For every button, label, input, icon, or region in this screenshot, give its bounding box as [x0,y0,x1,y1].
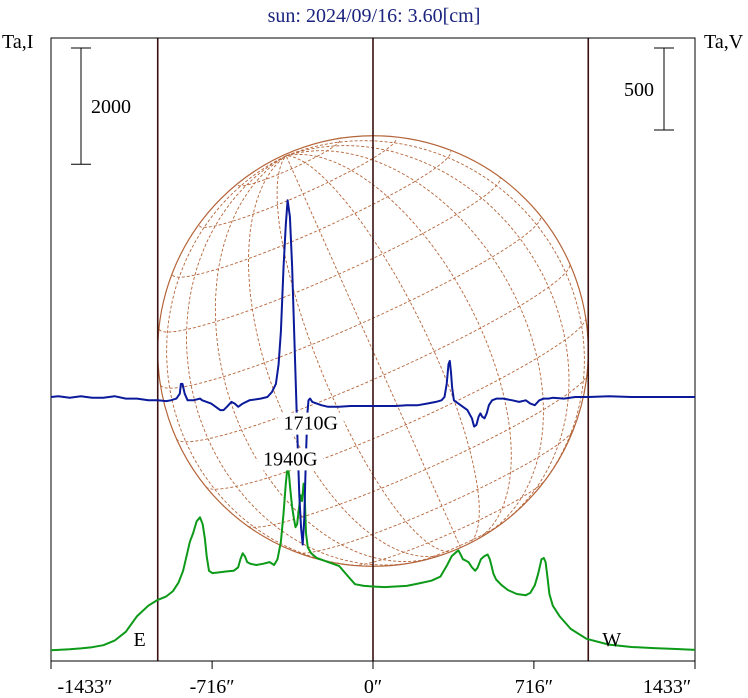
longitude-grid-line [286,154,512,540]
x-tick-label: 716″ [515,676,553,698]
annotation-background [257,448,324,471]
latitude-grid-line [205,317,587,490]
vertical-reference-lines [156,38,590,661]
longitude-grid-line [285,150,544,536]
annotation-background [277,412,344,435]
x-tick-label: -716″ [190,676,235,698]
solar-disk-grid [157,135,589,567]
series-layer [50,199,696,652]
scale-bar-label: 2000 [91,96,131,118]
longitude-grid-line [276,155,454,552]
x-tick-label: 1433″ [643,676,691,698]
right-axis-label: Ta,V [704,31,744,53]
x-axis-ticks: -1433″ -716″ 0″ 716″ 1433″ [50,661,696,698]
scale-bar-label: 500 [624,79,654,101]
series-line-V [50,199,695,546]
limb-label: E [134,629,146,651]
latitude-grid-line [158,177,501,333]
latitude-grid-line [237,139,341,187]
annotations: 1940G 1710G [257,412,344,471]
longitude-grid-line [186,155,418,566]
annotation-label: 1710G [284,413,338,435]
longitude-grid-line [285,140,585,493]
series-line-I [50,465,696,652]
longitude-grid-line [285,155,461,548]
chart-title: sun: 2024/09/16: 3.60[cm] [268,5,481,27]
limb-label: W [602,629,621,651]
annotation-label: 1940G [263,448,317,470]
x-tick-label: 0″ [364,676,382,698]
left-axis-label: Ta,I [2,31,33,53]
scale-bars: 2000 500 [71,47,674,165]
longitude-grid-line [248,155,444,558]
longitude-grid-line [285,145,570,526]
longitude-grid-line [214,155,436,562]
x-tick-label: -1433″ [58,676,113,698]
longitude-grid-line [286,155,480,545]
